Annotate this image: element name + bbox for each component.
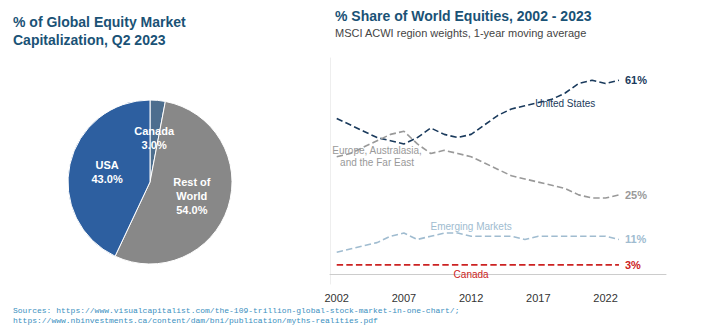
svg-text:Canada: Canada (454, 269, 489, 280)
svg-text:Rest of: Rest of (173, 176, 211, 188)
svg-text:Europe, Australasia,: Europe, Australasia, (332, 145, 422, 156)
svg-text:2007: 2007 (392, 292, 416, 304)
svg-text:25%: 25% (625, 189, 647, 201)
svg-text:% of Global Equity Market: % of Global Equity Market (13, 14, 186, 30)
svg-text:11%: 11% (625, 233, 647, 245)
svg-text:Sources: https://www.visualcap: Sources: https://www.visualcapitalist.co… (13, 306, 459, 315)
svg-text:United States: United States (535, 98, 595, 109)
svg-text:61%: 61% (625, 74, 647, 86)
svg-text:3%: 3% (625, 259, 641, 271)
svg-text:USA: USA (95, 159, 118, 171)
svg-text:2022: 2022 (593, 292, 617, 304)
svg-text:2017: 2017 (526, 292, 550, 304)
svg-text:https://www.nbinvestments.ca/c: https://www.nbinvestments.ca/content/dam… (13, 316, 378, 325)
svg-text:3.0%: 3.0% (142, 139, 167, 151)
svg-text:Capitalization, Q2 2023: Capitalization, Q2 2023 (13, 32, 166, 48)
svg-text:2012: 2012 (459, 292, 483, 304)
svg-text:World: World (176, 190, 207, 202)
svg-text:Emerging Markets: Emerging Markets (431, 221, 512, 232)
svg-text:43.0%: 43.0% (91, 173, 122, 185)
svg-text:54.0%: 54.0% (176, 204, 207, 216)
svg-text:and the Far East: and the Far East (340, 157, 414, 168)
svg-text:% Share of World Equities, 200: % Share of World Equities, 2002 - 2023 (335, 8, 592, 24)
svg-text:MSCI ACWI region weights, 1-ye: MSCI ACWI region weights, 1-year moving … (335, 27, 586, 39)
svg-text:2002: 2002 (324, 292, 348, 304)
svg-text:Canada: Canada (134, 125, 175, 137)
